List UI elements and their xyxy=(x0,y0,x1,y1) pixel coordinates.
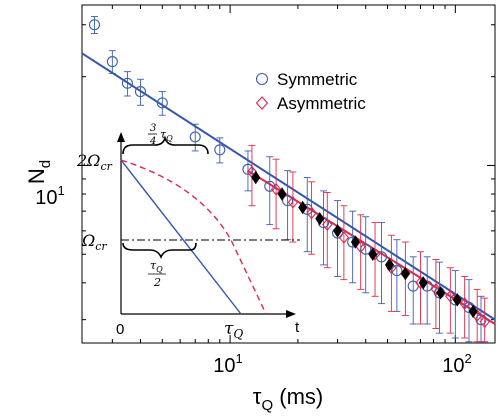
inset-label-omega: Ωcr xyxy=(81,231,107,253)
axis-ticks xyxy=(82,5,495,343)
data-point-symmetric xyxy=(134,86,147,98)
data-point-asymmetric xyxy=(306,206,317,220)
inset-brace-bottom-num: τQ xyxy=(150,259,163,274)
fit-line-0 xyxy=(81,52,496,321)
inset-brace-top xyxy=(122,135,209,155)
data-point-symmetric xyxy=(375,251,388,263)
inset-y-arrow xyxy=(117,132,125,142)
plot-frame xyxy=(81,4,496,344)
inset-brace-top-tau: τQ xyxy=(160,128,173,143)
data-markers xyxy=(88,19,490,329)
data-point-filled xyxy=(251,170,261,185)
inset-schematic: 3 4 τQ τQ 2 2Ωcr Ωcr 0 τQ t xyxy=(76,123,300,341)
inset-brace-top-den: 4 xyxy=(149,136,156,147)
data-point-asymmetric xyxy=(287,195,299,209)
inset-x-arrow xyxy=(286,310,296,318)
data-point-symmetric xyxy=(189,131,201,143)
data-point-asymmetric xyxy=(270,182,282,196)
legend-marker-asymmetric xyxy=(255,96,269,110)
x-axis-label: τQ (ms) xyxy=(253,384,323,414)
inset-label-t: t xyxy=(295,319,300,336)
data-point-symmetric xyxy=(121,77,133,89)
data-point-symmetric xyxy=(360,243,372,255)
inset-linear-quench-line xyxy=(120,159,242,315)
y-axis-label: Nd xyxy=(24,160,54,184)
data-point-symmetric xyxy=(156,97,168,109)
data-point-asymmetric xyxy=(459,297,470,310)
data-point-filled xyxy=(384,258,394,272)
data-point-symmetric xyxy=(391,265,403,277)
data-point-filled xyxy=(400,266,410,281)
inset-brace-top-label: 3 xyxy=(150,123,156,134)
data-point-filled xyxy=(350,235,360,249)
data-point-asymmetric xyxy=(445,289,456,303)
inset-label-zero: 0 xyxy=(116,321,124,338)
inset-label-tauq: τQ xyxy=(224,319,243,341)
data-point-filled xyxy=(468,304,478,319)
inset-label-2omega: 2Ωcr xyxy=(76,151,113,173)
data-point-filled xyxy=(418,276,428,290)
error-bars xyxy=(91,16,489,343)
data-point-symmetric xyxy=(242,163,254,175)
x-tick-label-10: 101 xyxy=(213,351,242,377)
data-point-symmetric xyxy=(282,195,294,207)
x-tick-label-100: 102 xyxy=(442,351,471,377)
data-point-asymmetric xyxy=(338,231,350,244)
data-point-filled xyxy=(368,247,378,261)
data-point-symmetric xyxy=(214,144,226,156)
inset-brace-bottom xyxy=(122,242,197,260)
data-point-asymmetric xyxy=(479,315,490,329)
inset-nonlinear-quench-curve xyxy=(120,159,267,315)
data-point-filled xyxy=(333,224,343,238)
data-point-asymmetric xyxy=(322,218,333,231)
data-point-filled xyxy=(277,187,287,201)
data-point-asymmetric xyxy=(430,283,442,296)
legend-label-asymmetric: Asymmetric xyxy=(277,94,366,113)
inset-brace-bottom-den: 2 xyxy=(153,276,161,289)
y-tick-label-10: 101 xyxy=(35,183,64,209)
legend-label-symmetric: Symmetric xyxy=(277,70,358,89)
data-point-filled xyxy=(315,211,325,226)
data-point-filled xyxy=(298,200,308,215)
data-point-symmetric xyxy=(88,19,101,31)
data-point-filled xyxy=(452,293,462,307)
data-point-symmetric xyxy=(106,56,118,68)
legend-marker-symmetric xyxy=(255,72,269,86)
data-point-filled xyxy=(436,286,446,300)
legend: Symmetric Asymmetric xyxy=(255,70,366,113)
